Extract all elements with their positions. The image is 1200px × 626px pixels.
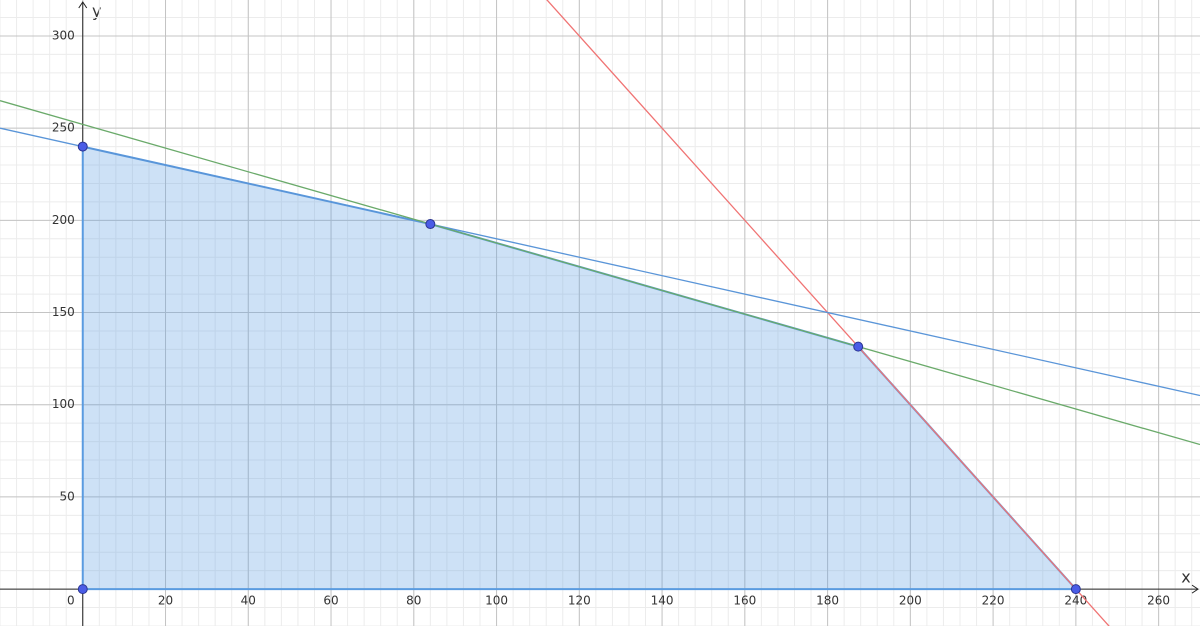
x-tick-label: 180 [816, 594, 839, 608]
y-tick-label: 250 [52, 121, 75, 135]
vertex-point [1070, 584, 1081, 595]
x-tick-label: 40 [241, 594, 256, 608]
x-axis-label: x [1181, 568, 1190, 587]
x-tick-label: 160 [733, 594, 756, 608]
y-tick-label: 150 [52, 305, 75, 319]
vertex-point [77, 584, 88, 595]
y-axis-label: y [92, 2, 101, 21]
x-tick-label: 260 [1147, 594, 1170, 608]
y-tick-label: 100 [52, 397, 75, 411]
y-tick-label: 200 [52, 213, 75, 227]
x-tick-label: 60 [323, 594, 338, 608]
x-tick-label: 80 [406, 594, 421, 608]
x-tick-label: 20 [158, 594, 173, 608]
x-tick-label: 240 [1064, 594, 1087, 608]
constraint-line [0, 127, 1200, 397]
y-tick-label: 50 [59, 489, 74, 503]
constraint-line [0, 100, 1200, 446]
y-axis-arrow [78, 1, 88, 9]
vertex-point [77, 141, 88, 152]
vertex-point [853, 341, 864, 352]
x-tick-label: 220 [982, 594, 1005, 608]
x-tick-label: 140 [651, 594, 674, 608]
x-tick-label: 200 [899, 594, 922, 608]
y-tick-label: 300 [52, 28, 75, 42]
x-axis-arrow [1191, 584, 1199, 594]
x-tick-label: 100 [485, 594, 508, 608]
vertex-point [425, 219, 436, 230]
x-tick-label: 0 [67, 594, 75, 608]
x-tick-label: 120 [568, 594, 591, 608]
